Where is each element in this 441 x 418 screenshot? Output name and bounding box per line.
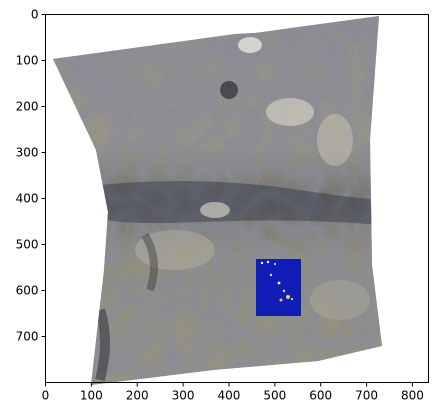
x-tick-label: 400 [218, 389, 241, 403]
x-tick-label: 500 [263, 389, 286, 403]
x-tick-label: 0 [42, 389, 50, 403]
x-axis: 0 100 200 300 400 500 600 700 800 [42, 382, 424, 403]
crater [220, 81, 238, 99]
x-tick-label: 800 [401, 389, 424, 403]
y-tick-label: 500 [16, 238, 39, 252]
y-tick-label: 0 [31, 8, 39, 22]
spectral-overlay [256, 259, 301, 316]
y-tick-label: 300 [16, 146, 39, 160]
y-tick-label: 600 [16, 284, 39, 298]
y-tick-label: 400 [16, 192, 39, 206]
x-tick-label: 300 [172, 389, 195, 403]
y-tick-label: 100 [16, 54, 39, 68]
y-tick-label: 700 [16, 330, 39, 344]
x-tick-label: 600 [309, 389, 332, 403]
x-tick-label: 100 [80, 389, 103, 403]
y-axis: 0 100 200 300 400 500 600 700 [16, 8, 46, 344]
terrain-image [53, 16, 382, 385]
x-tick-label: 700 [355, 389, 378, 403]
y-tick-label: 200 [16, 100, 39, 114]
x-tick-label: 200 [126, 389, 149, 403]
